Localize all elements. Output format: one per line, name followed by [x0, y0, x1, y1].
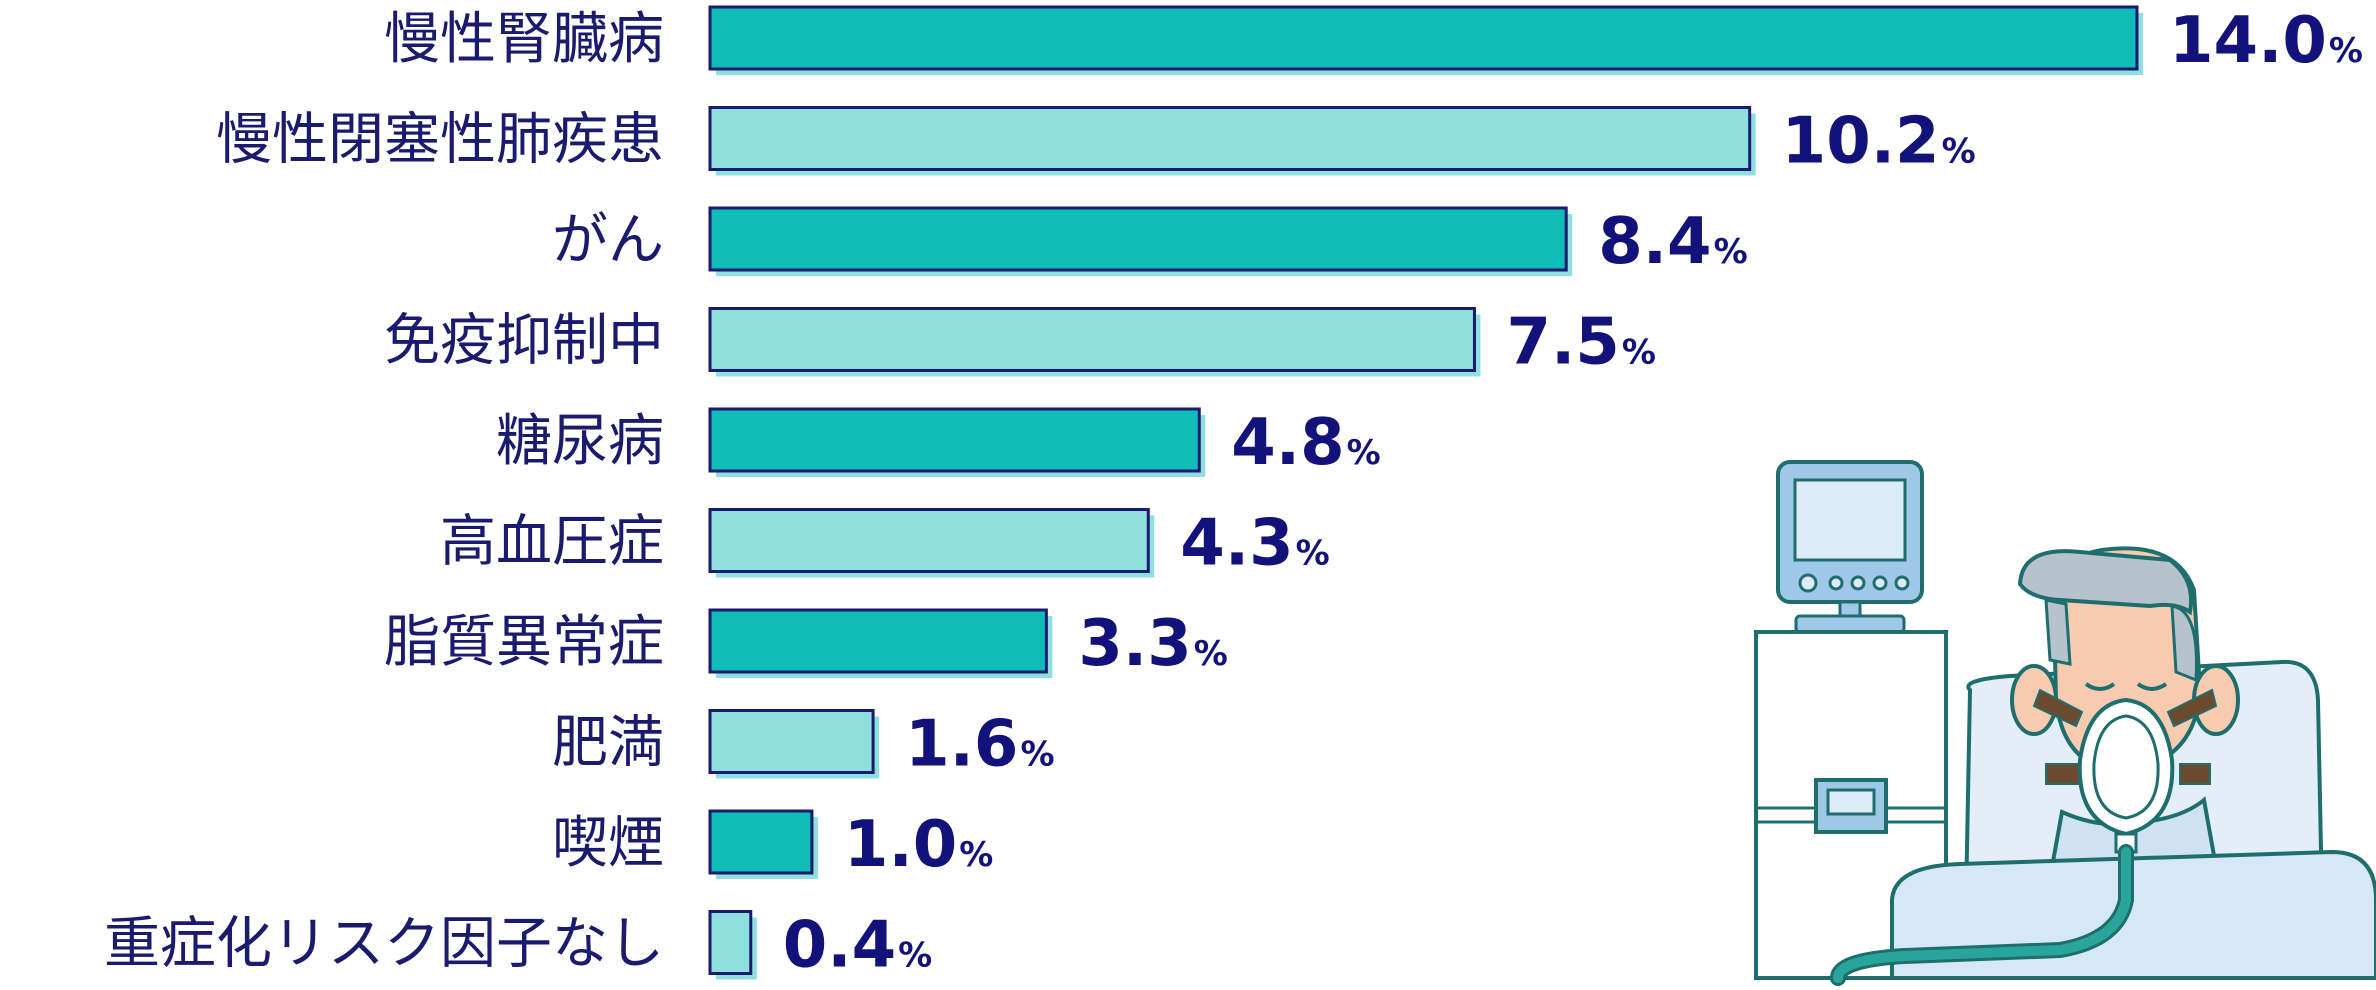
bar [708, 709, 875, 774]
bars-group: 慢性腎臓病 14.0% 慢性閉塞性肺疾患 10.2% がん 8.4% 免疫抑制中 7.5% 糖尿… [104, 4, 2363, 983]
bar [708, 307, 1476, 372]
category-label: 重症化リスク因子なし [104, 912, 664, 977]
bar [708, 508, 1150, 573]
data-label: 10.2% [1782, 105, 1976, 179]
category-label: 喫煙 [552, 811, 664, 876]
data-label: 3.3% [1078, 607, 1227, 681]
category-label: 慢性腎臓病 [384, 7, 664, 72]
category-label: 慢性閉塞性肺疾患 [216, 108, 664, 173]
data-label: 8.4% [1598, 205, 1747, 279]
bar [708, 206, 1568, 272]
data-label: 1.0% [844, 808, 993, 882]
category-label: 糖尿病 [496, 409, 664, 474]
patient-on-ventilator-icon [1754, 460, 2376, 986]
bar [708, 608, 1048, 674]
bar [708, 910, 753, 975]
data-label: 7.5% [1506, 306, 1655, 380]
bar [708, 106, 1752, 171]
category-label: 免疫抑制中 [384, 309, 664, 374]
data-label: 4.3% [1180, 507, 1329, 581]
bar [708, 407, 1201, 473]
category-label: 肥満 [552, 711, 664, 776]
bar [708, 809, 814, 875]
data-label: 1.6% [905, 708, 1054, 782]
category-label: 脂質異常症 [384, 610, 664, 675]
category-label: がん [552, 208, 664, 273]
data-label: 0.4% [783, 909, 932, 983]
bar [708, 5, 2139, 71]
data-label: 14.0% [2169, 4, 2363, 78]
data-label: 4.8% [1231, 406, 1380, 480]
category-label: 高血圧症 [440, 510, 664, 575]
